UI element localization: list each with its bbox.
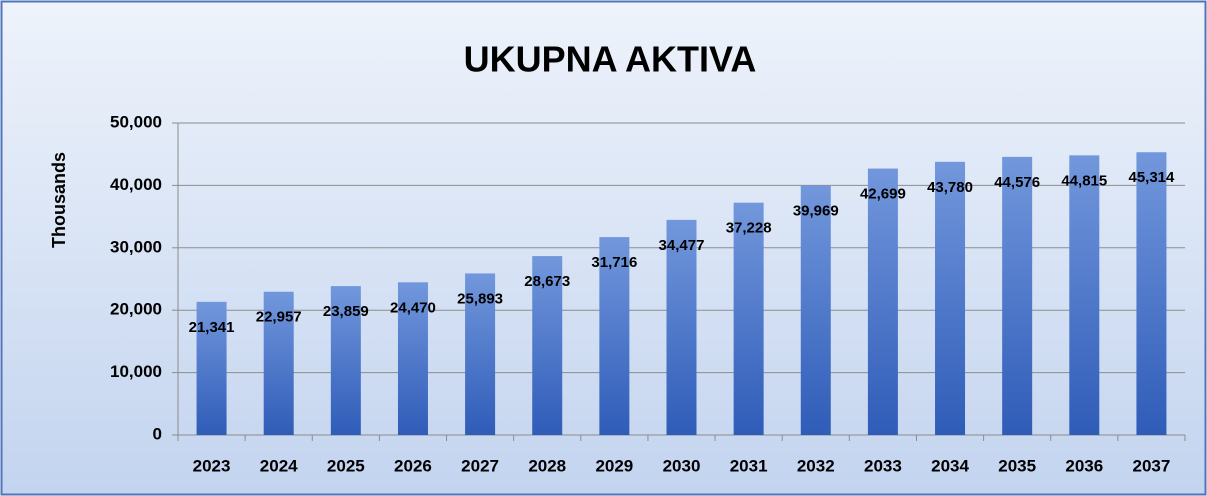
data-label: 31,716 <box>591 254 637 271</box>
bar <box>800 185 831 435</box>
data-label: 25,893 <box>457 290 503 307</box>
bar <box>599 237 630 435</box>
data-label: 24,470 <box>390 299 436 316</box>
bar <box>733 202 764 435</box>
y-tick-label: 30,000 <box>110 237 162 256</box>
data-label: 45,314 <box>1128 169 1175 186</box>
data-label: 34,477 <box>659 237 705 254</box>
data-label: 44,815 <box>1061 172 1107 189</box>
bar <box>263 291 294 435</box>
x-tick-label: 2031 <box>730 456 768 475</box>
x-tick-label: 2033 <box>864 456 902 475</box>
x-tick-label: 2032 <box>797 456 835 475</box>
x-tick-label: 2035 <box>998 456 1036 475</box>
x-tick-label: 2027 <box>461 456 499 475</box>
x-tick-label: 2024 <box>260 456 298 475</box>
bar <box>465 273 496 435</box>
x-tick-label: 2030 <box>663 456 701 475</box>
data-label: 39,969 <box>793 203 839 220</box>
y-tick-label: 50,000 <box>110 112 162 131</box>
data-label: 23,859 <box>323 303 369 320</box>
bar <box>867 168 898 436</box>
data-label: 42,699 <box>860 186 906 203</box>
bar <box>935 161 966 435</box>
data-label: 44,576 <box>994 174 1040 191</box>
chart-title: UKUPNA AKTIVA <box>464 39 757 80</box>
x-tick-label: 2026 <box>394 456 432 475</box>
bar <box>1136 152 1167 435</box>
data-label: 22,957 <box>256 309 302 326</box>
y-tick-label: 20,000 <box>110 300 162 319</box>
x-tick-label: 2036 <box>1065 456 1103 475</box>
y-tick-label: 40,000 <box>110 175 162 194</box>
x-tick-label: 2029 <box>595 456 633 475</box>
y-axis-label: Thousands <box>49 152 69 248</box>
data-label: 37,228 <box>726 220 772 237</box>
y-tick-label: 10,000 <box>110 362 162 381</box>
bar <box>666 219 697 435</box>
x-tick-label: 2028 <box>528 456 566 475</box>
bar <box>330 286 361 435</box>
bar <box>1069 155 1100 435</box>
bar <box>1002 156 1033 435</box>
bar <box>397 282 428 435</box>
y-tick-label: 0 <box>153 424 162 443</box>
x-tick-label: 2034 <box>931 456 969 475</box>
data-label: 28,673 <box>524 273 570 290</box>
x-tick-label: 2037 <box>1133 456 1171 475</box>
x-tick-label: 2025 <box>327 456 365 475</box>
bar <box>532 256 563 435</box>
x-tick-label: 2023 <box>193 456 231 475</box>
data-label: 43,780 <box>927 179 973 196</box>
bar <box>196 301 227 435</box>
data-label: 21,341 <box>189 319 235 336</box>
